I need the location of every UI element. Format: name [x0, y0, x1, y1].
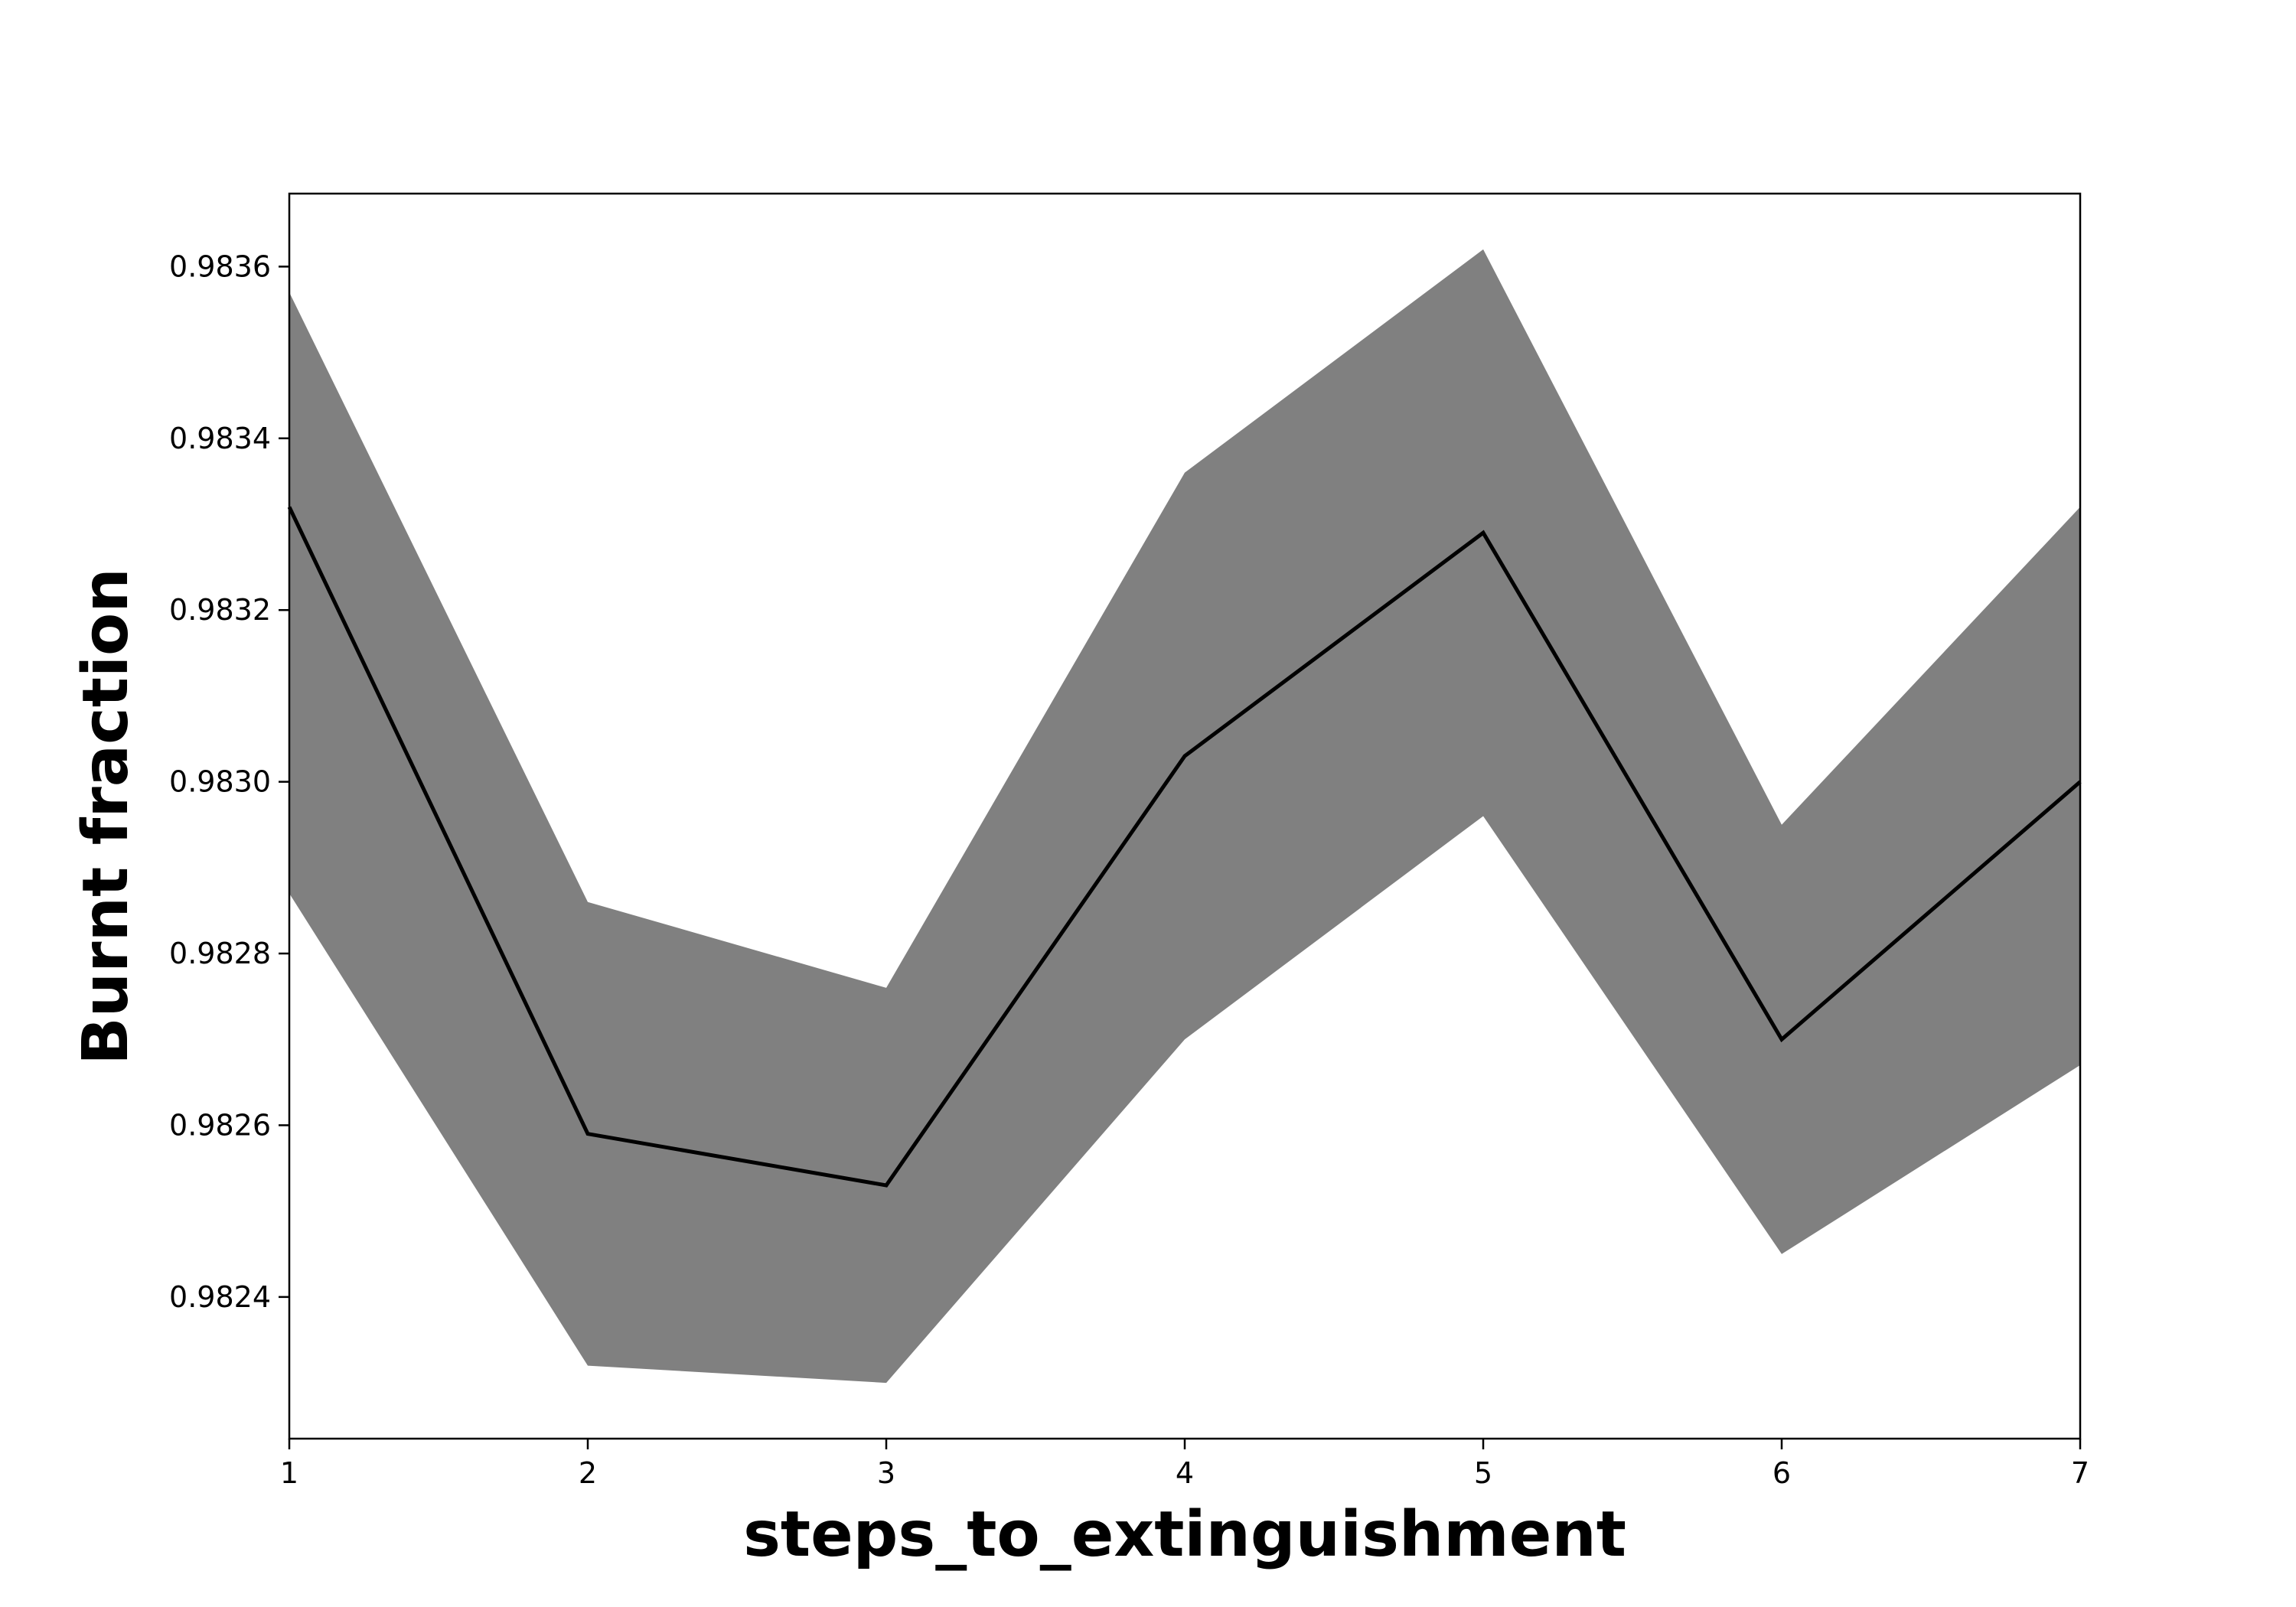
- y-tick-label: 0.9836: [169, 249, 271, 283]
- x-axis: 1 2 3 4 5 6 7: [280, 1439, 2089, 1490]
- y-axis-title: Burnt fraction: [70, 568, 142, 1065]
- x-tick-label: 3: [877, 1456, 895, 1490]
- y-axis: 0.9824 0.9826 0.9828 0.9830 0.9832 0.9834 0.98…: [169, 249, 289, 1314]
- series-line: [287, 506, 2082, 1188]
- series-line-layer: [287, 506, 2082, 1188]
- x-tick-label: 7: [2071, 1456, 2089, 1490]
- confidence-band-layer: [289, 249, 2080, 1384]
- y-tick-label: 0.9830: [169, 765, 271, 799]
- y-tick-label: 0.9824: [169, 1280, 271, 1314]
- x-axis-title: steps_to_extinguishment: [743, 1498, 1626, 1571]
- y-tick-label: 0.9834: [169, 422, 271, 455]
- x-tick-label: 5: [1474, 1456, 1492, 1490]
- y-tick-label: 0.9828: [169, 937, 271, 970]
- confidence-band: [289, 249, 2080, 1384]
- x-tick-label: 2: [579, 1456, 597, 1490]
- x-tick-label: 1: [280, 1456, 298, 1490]
- y-tick-label: 0.9832: [169, 593, 271, 627]
- x-tick-label: 6: [1773, 1456, 1791, 1490]
- y-tick-label: 0.9826: [169, 1108, 271, 1142]
- x-tick-label: 4: [1176, 1456, 1194, 1490]
